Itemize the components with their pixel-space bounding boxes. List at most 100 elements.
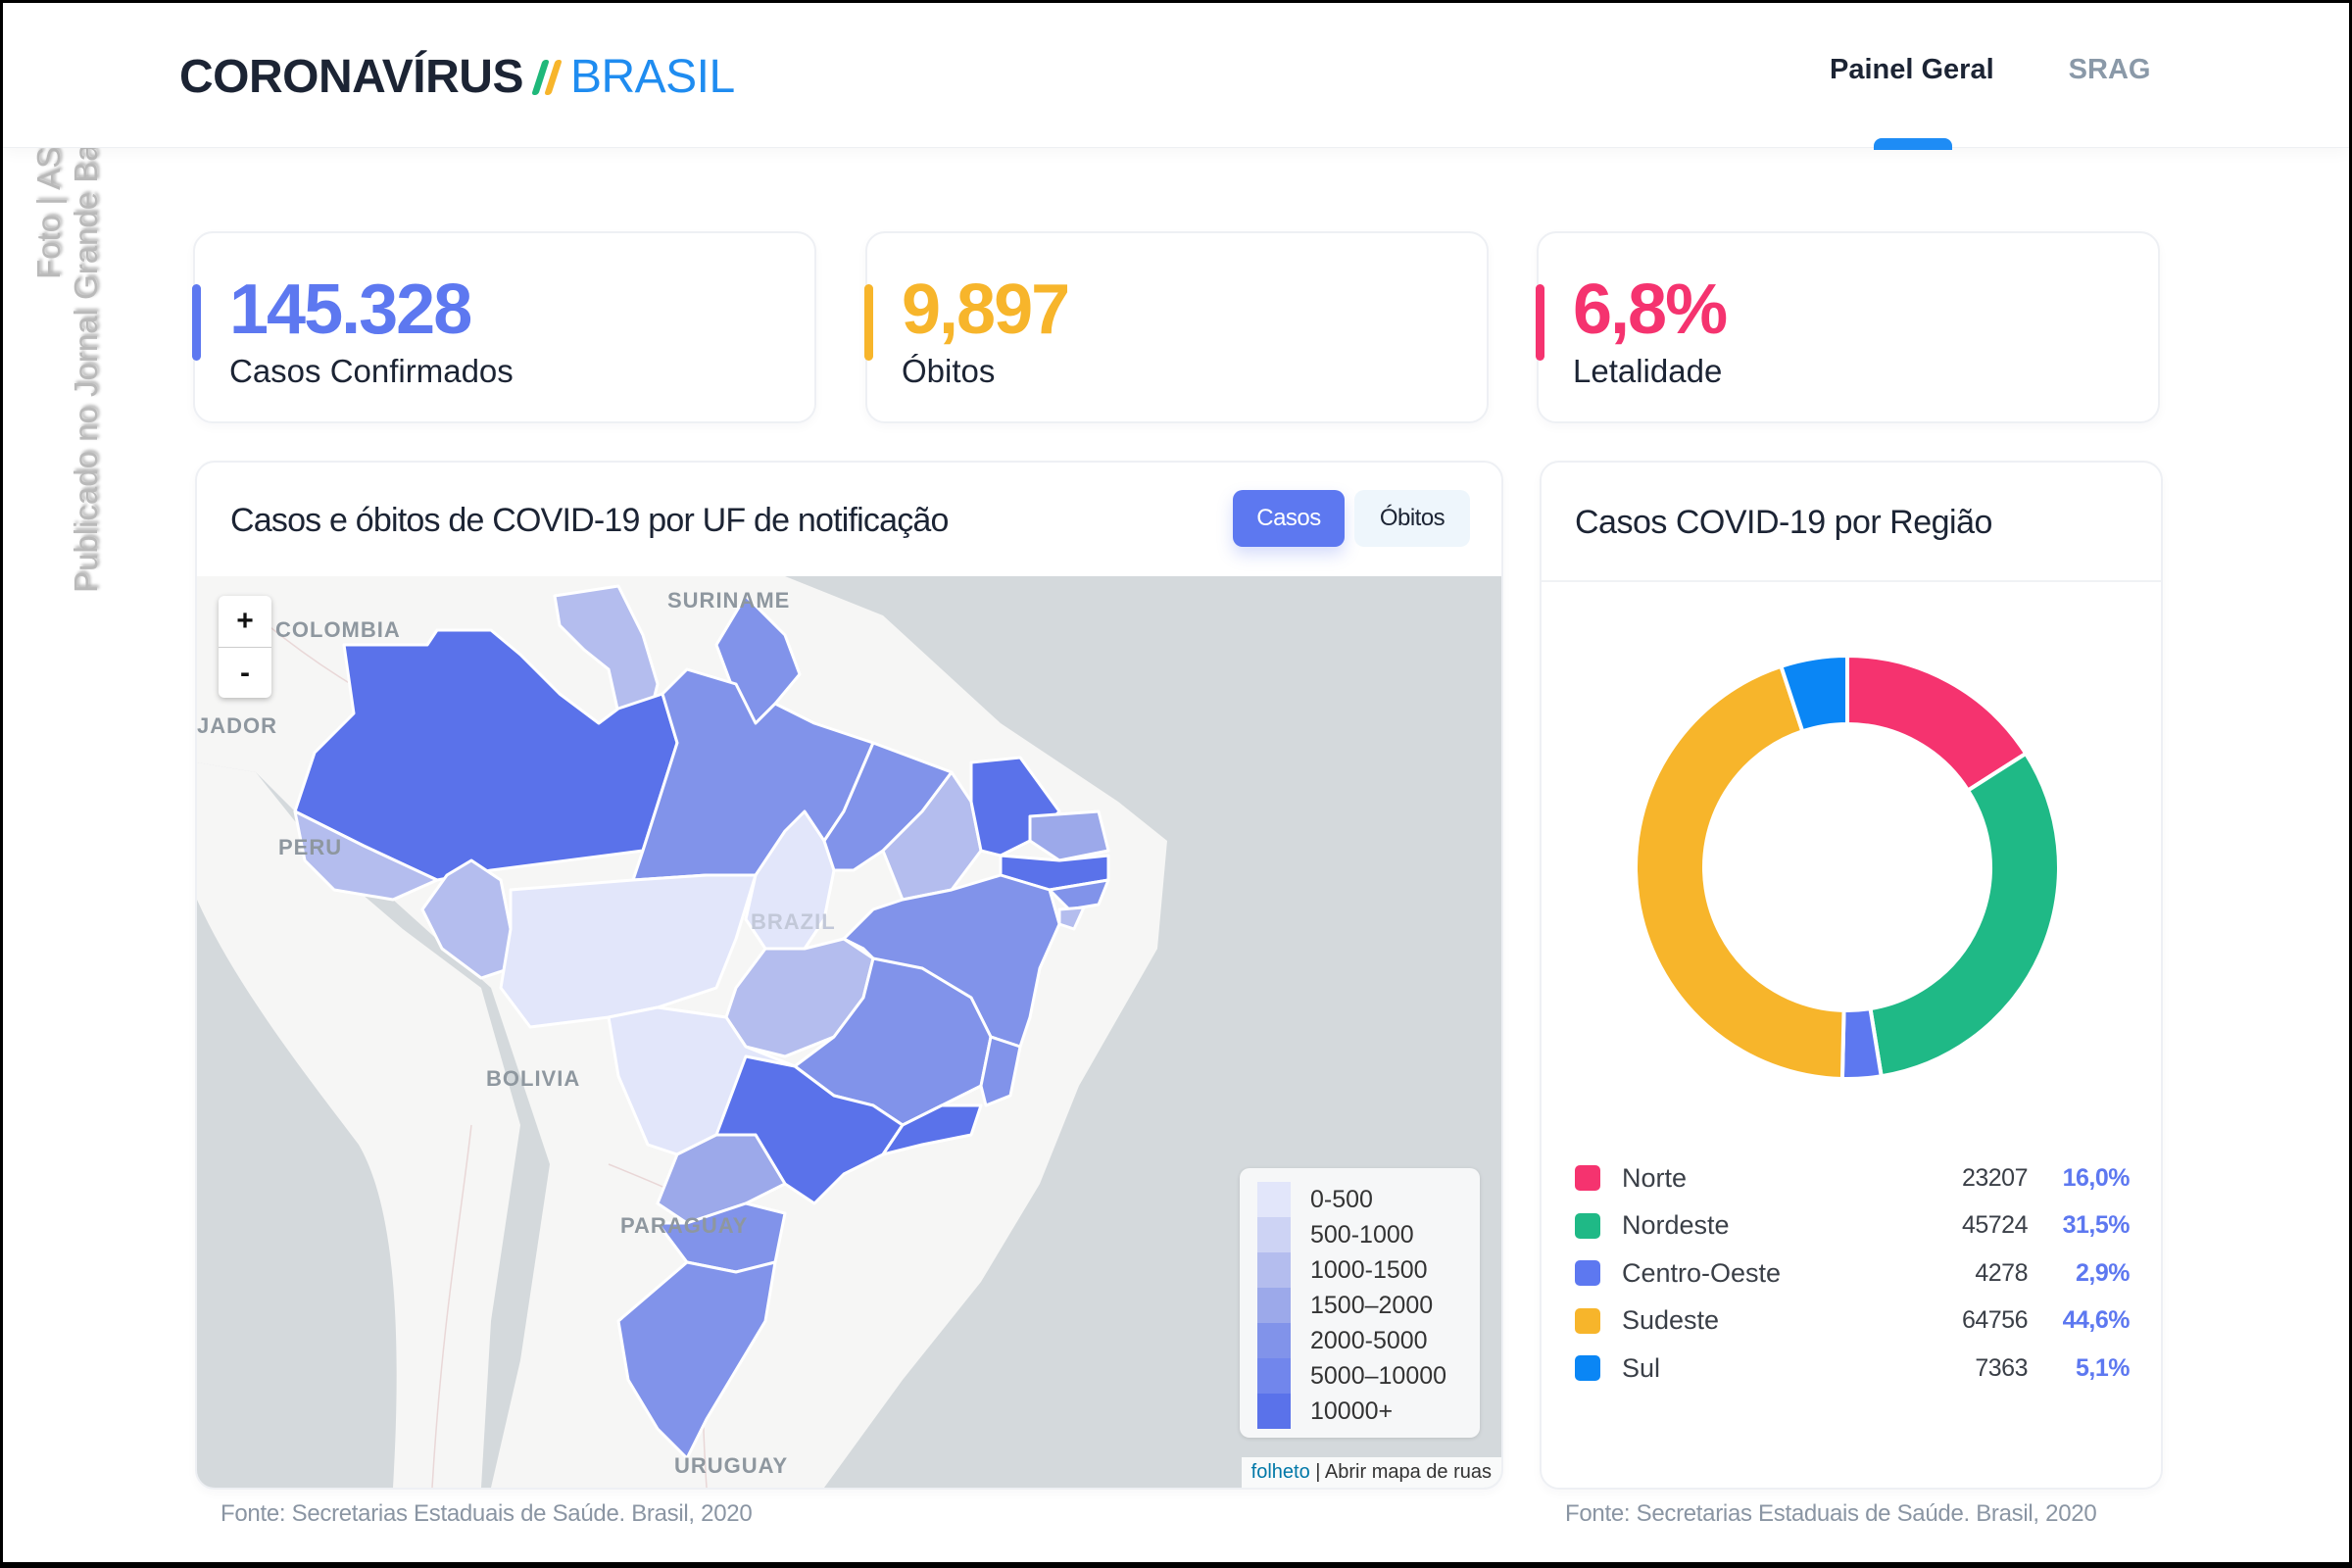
region-name: Nordeste (1622, 1210, 1730, 1241)
region-panel: Casos COVID-19 por Região Norte 23207 16… (1540, 461, 2163, 1490)
region-percent: 5,1% (2076, 1353, 2130, 1382)
map-label-colombia: COLOMBIA (275, 617, 401, 642)
legend-row: 2000-5000 (1257, 1323, 1462, 1358)
legend-swatch (1257, 1182, 1291, 1217)
logo-accent-text: BRASIL (569, 51, 735, 103)
accent-bar (1536, 284, 1544, 361)
active-tab-indicator (1874, 138, 1952, 150)
map-label-bolivia: BOLIVIA (486, 1066, 581, 1091)
region-percent: 2,9% (2076, 1258, 2130, 1287)
map-label-ecuador: JADOR (197, 713, 278, 738)
legend-row: 10000+ (1257, 1394, 1462, 1429)
stat-label: Casos Confirmados (229, 353, 514, 389)
legend-swatch (1257, 1394, 1291, 1429)
logo-main-text: CORONAVÍRUS (179, 51, 523, 103)
legend-label: 2000-5000 (1310, 1326, 1428, 1354)
region-swatch (1575, 1307, 1600, 1334)
region-count: 4278 (1975, 1258, 2028, 1287)
legend-swatch (1257, 1323, 1291, 1358)
stat-label: Letalidade (1573, 353, 1723, 389)
accent-bar (864, 284, 873, 361)
region-count: 23207 (1961, 1163, 2029, 1192)
legend-label: 1000-1500 (1310, 1255, 1428, 1284)
legend-row: 1000-1500 (1257, 1252, 1462, 1288)
map-attribution: folheto | Abrir mapa de ruas (1241, 1457, 1501, 1488)
accent-bar (192, 284, 201, 361)
donut-slice-sudeste[interactable] (1634, 663, 1846, 1081)
stat-label: Óbitos (902, 353, 996, 389)
donut-slice-sul[interactable] (1778, 653, 1849, 734)
legend-label: 0-500 (1310, 1185, 1373, 1213)
legend-label: 5000–10000 (1310, 1361, 1447, 1390)
region-source-footnote: Fonte: Secretarias Estaduais de Saúde. B… (1565, 1500, 2097, 1527)
map-canvas (197, 576, 1167, 1488)
legend-swatch (1257, 1217, 1291, 1252)
region-row-sudeste[interactable]: Sudeste 64756 44,6% (1575, 1298, 2131, 1346)
region-swatch (1575, 1212, 1600, 1239)
stat-card-cases: 145.328 Casos Confirmados (192, 231, 816, 423)
donut-slice-nordeste[interactable] (1868, 751, 2061, 1079)
toggle-deaths-button[interactable]: Óbitos (1354, 490, 1470, 547)
toggle-cases-button[interactable]: Casos (1233, 490, 1345, 547)
zoom-out-button[interactable]: - (219, 647, 271, 698)
top-header: CORONAVÍRUS BRASIL Painel Geral SRAG (3, 3, 2349, 150)
map-source-footnote: Fonte: Secretarias Estaduais de Saúde. B… (220, 1500, 753, 1527)
region-row-nordeste[interactable]: Nordeste 45724 31,5% (1575, 1202, 2131, 1250)
region-percent: 31,5% (2062, 1211, 2131, 1240)
region-legend: Norte 23207 16,0% Nordeste 45724 31,5% C… (1575, 1154, 2131, 1393)
map-panel-title: Casos e óbitos de COVID-19 por UF de not… (230, 502, 949, 539)
region-panel-title: Casos COVID-19 por Região (1575, 504, 1992, 541)
openstreetmap-link[interactable]: | Abrir mapa de ruas (1315, 1461, 1492, 1483)
region-name: Sudeste (1622, 1305, 1720, 1336)
region-row-norte[interactable]: Norte 23207 16,0% (1575, 1154, 2131, 1202)
legend-row: 0-500 (1257, 1182, 1462, 1217)
legend-row: 5000–10000 (1257, 1358, 1462, 1394)
map-legend: 0-500 500-1000 1000-1500 1500–2000 2000-… (1240, 1168, 1480, 1438)
legend-label: 1500–2000 (1310, 1291, 1434, 1319)
legend-swatch (1257, 1252, 1291, 1288)
legend-row: 500-1000 (1257, 1217, 1462, 1252)
donut-svg (1634, 653, 2061, 1081)
region-row-centro-oeste[interactable]: Centro-Oeste 4278 2,9% (1575, 1250, 2131, 1298)
region-name: Centro-Oeste (1622, 1257, 1782, 1288)
panel-divider (1542, 580, 2161, 582)
stat-value: 9,897 (902, 270, 1070, 349)
stat-value: 6,8% (1573, 270, 1728, 349)
leaflet-link[interactable]: folheto (1250, 1461, 1310, 1483)
legend-swatch (1257, 1288, 1291, 1323)
nav-tab-painel-geral[interactable]: Painel Geral (1830, 54, 1994, 85)
map-label-brazil: BRAZIL (751, 909, 836, 934)
map-label-peru: PERU (278, 835, 343, 859)
map-label-suriname: SURINAME (667, 588, 791, 612)
stat-value: 145.328 (229, 270, 472, 349)
map-panel: Casos e óbitos de COVID-19 por UF de not… (195, 461, 1503, 1490)
map-label-paraguay: PARAGUAY (620, 1213, 749, 1238)
region-donut-chart[interactable] (1627, 647, 2068, 1093)
choropleth-map[interactable]: + - SURINAME COLOMBIA JADOR PERU BRAZIL … (197, 576, 1501, 1488)
map-label-uruguay: URUGUAY (674, 1453, 789, 1478)
zoom-in-button[interactable]: + (236, 605, 254, 637)
logo-slashes-icon (531, 59, 563, 95)
region-name: Sul (1622, 1352, 1661, 1383)
region-row-sul[interactable]: Sul 7363 5,1% (1575, 1345, 2131, 1393)
region-count: 45724 (1961, 1211, 2029, 1240)
legend-label: 10000+ (1310, 1396, 1394, 1425)
map-zoom-controls: + - (219, 596, 271, 698)
site-logo[interactable]: CORONAVÍRUS BRASIL (179, 50, 735, 104)
region-count: 7363 (1975, 1353, 2028, 1382)
region-percent: 44,6% (2062, 1306, 2131, 1335)
main-nav: Painel Geral SRAG (1830, 54, 2151, 150)
legend-label: 500-1000 (1310, 1220, 1414, 1249)
nav-tab-srag[interactable]: SRAG (2068, 54, 2151, 85)
legend-row: 1500–2000 (1257, 1288, 1462, 1323)
stat-card-lethality: 6,8% Letalidade (1536, 231, 2160, 423)
region-percent: 16,0% (2062, 1163, 2131, 1192)
region-swatch (1575, 1355, 1600, 1382)
region-swatch (1575, 1260, 1600, 1287)
region-count: 64756 (1961, 1306, 2029, 1335)
watermark-line-2: Publicado no Jornal Grande Bahia (68, 100, 104, 593)
region-name: Norte (1622, 1162, 1688, 1193)
legend-swatch (1257, 1358, 1291, 1394)
cases-deaths-toggle: Casos Óbitos (1233, 490, 1470, 547)
page-frame: Foto | ASCOM Publicado no Jornal Grande … (3, 3, 2349, 1562)
